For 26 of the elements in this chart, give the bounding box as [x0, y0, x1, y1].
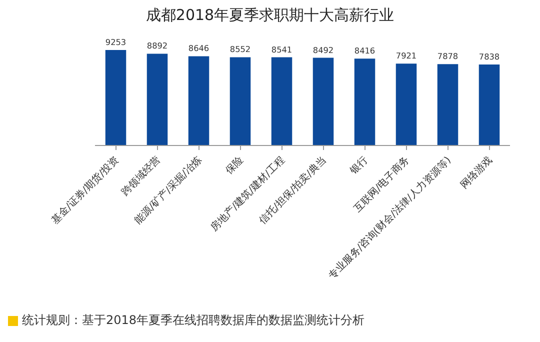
- bar: [396, 64, 417, 145]
- data-label: 9253: [105, 36, 126, 47]
- bar: [312, 58, 334, 145]
- bar: [146, 54, 168, 145]
- bar: [437, 64, 458, 145]
- data-label: 8416: [354, 46, 376, 56]
- text: 统计规则：基于2018年夏季在线招聘数据库的数据监测统计分析: [22, 312, 365, 329]
- data-label: 8541: [271, 44, 292, 54]
- bar: [271, 57, 292, 145]
- data-label: 8552: [230, 44, 251, 54]
- data-label: 8892: [146, 40, 168, 51]
- data-label: 7838: [478, 51, 500, 62]
- bar: [105, 50, 126, 145]
- data-label: 8646: [188, 43, 210, 54]
- bar: [354, 58, 376, 145]
- data-label: 7921: [396, 50, 417, 61]
- x-tick-label: 银行: [348, 154, 370, 178]
- bar: [478, 64, 500, 145]
- x-tick-label: 保险: [223, 154, 246, 177]
- chart-title: 成都2018年夏季求职期十大高薪行业: [146, 6, 394, 24]
- x-tick-label: 基金/证券/期货/投资: [49, 154, 122, 226]
- x-tick-label: 网络游戏: [458, 154, 495, 191]
- data-label: 7878: [437, 51, 458, 62]
- bar: [230, 57, 251, 145]
- data-label: 8492: [312, 44, 334, 55]
- bar: [188, 56, 210, 145]
